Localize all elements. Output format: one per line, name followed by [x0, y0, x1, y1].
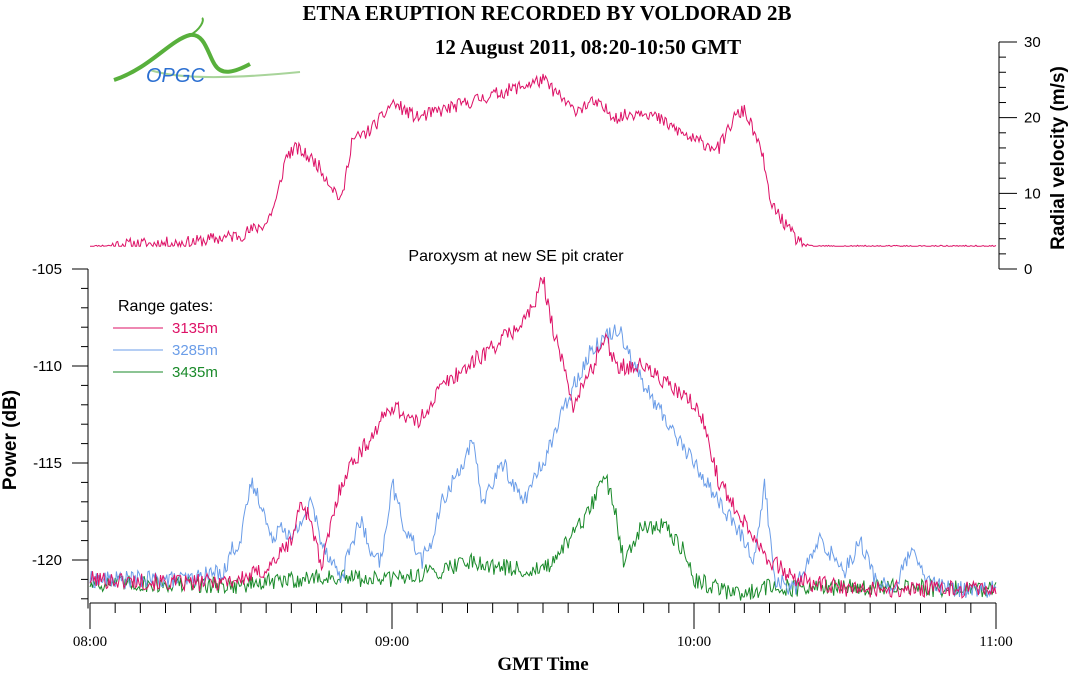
legend: Range gates: 3135m 3285m 3435m	[113, 298, 218, 381]
x-tick-label: 09:00	[375, 634, 409, 650]
velocity-tick-label: 30	[1024, 34, 1041, 51]
legend-entry: 3135m	[172, 320, 218, 337]
x-axis-title: GMT Time	[497, 654, 588, 675]
power-series-line-3135m	[89, 276, 997, 599]
x-tick-label: 11:00	[979, 634, 1013, 650]
legend-entry: 3435m	[172, 364, 218, 381]
power-tick-label: -110	[33, 358, 62, 375]
velocity-y-axis: 0 10 20 30	[998, 34, 1041, 278]
annotation-text: Paroxysm at new SE pit crater	[408, 248, 624, 265]
power-series-line-3285m	[89, 324, 997, 598]
x-tick-label: 10:00	[677, 634, 711, 650]
opgc-logo: OPGC	[113, 17, 301, 87]
velocity-tick-label: 10	[1024, 185, 1041, 202]
x-axis: 08:00 09:00 10:00 11:00	[73, 602, 1013, 650]
chart-subtitle: 12 August 2011, 08:20-10:50 GMT	[435, 35, 741, 59]
velocity-axis-title: Radial velocity (m/s)	[1048, 66, 1069, 250]
legend-title: Range gates:	[118, 298, 213, 315]
logo-text: OPGC	[146, 65, 205, 87]
velocity-series-line	[90, 73, 997, 249]
power-tick-label: -105	[32, 261, 62, 278]
velocity-series-group	[90, 73, 997, 249]
x-tick-label: 08:00	[73, 634, 107, 650]
legend-entry: 3285m	[172, 342, 218, 359]
velocity-tick-label: 20	[1024, 110, 1041, 127]
power-tick-label: -115	[33, 455, 62, 472]
chart-title: ETNA ERUPTION RECORDED BY VOLDORAD 2B	[302, 1, 791, 25]
velocity-tick-label: 0	[1024, 261, 1032, 278]
power-series-group	[89, 276, 997, 601]
power-axis-title: Power (dB)	[0, 390, 21, 490]
power-y-axis: -105 -110 -115 -120	[32, 261, 89, 609]
power-tick-label: -120	[32, 552, 62, 569]
